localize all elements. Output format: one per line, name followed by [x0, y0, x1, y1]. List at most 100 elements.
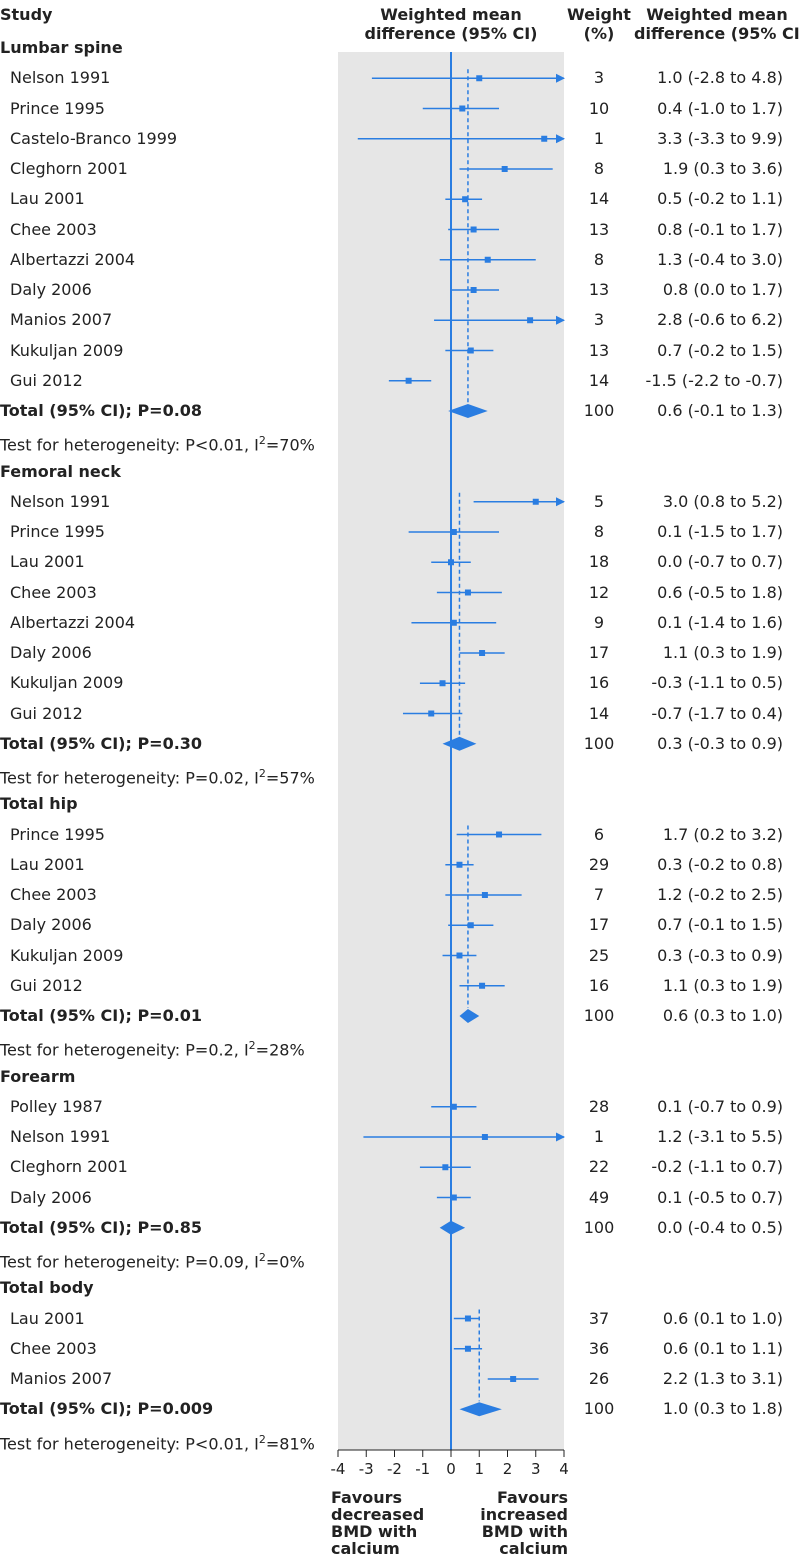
- study-label: Lau 2001: [10, 1308, 85, 1328]
- weight-value: 16: [588, 673, 610, 693]
- weight-value: 1: [593, 1127, 605, 1146]
- i-squared-superscript: 2: [258, 767, 266, 780]
- ci-text: 0.3 (-0.2 to 0.8): [657, 854, 783, 874]
- x-tick-label: -4: [331, 1460, 346, 1478]
- ci-text: 1.3 (-0.4 to 3.0): [657, 249, 783, 269]
- ci-text: 0.4 (-1.0 to 1.7): [657, 98, 783, 118]
- weight-value: 49: [588, 1187, 610, 1207]
- point-estimate: [481, 1134, 488, 1140]
- weight-value: 6: [593, 824, 605, 844]
- point-estimate: [456, 861, 463, 868]
- pooled-diamond: [459, 1402, 502, 1417]
- ci-text: 0.7 (-0.2 to 1.5): [657, 340, 783, 360]
- ci-arrow: [556, 315, 565, 325]
- point-estimate: [450, 1103, 457, 1110]
- ci-text: -0.7 (-1.7 to 0.4): [651, 703, 783, 723]
- point-estimate: [481, 892, 488, 898]
- study-label: Gui 2012: [10, 370, 83, 390]
- x-tick-label: 1: [474, 1460, 484, 1478]
- header-est-line1: Weighted mean: [646, 5, 788, 24]
- total-label: Total (95% CI); P=0.08: [0, 401, 203, 420]
- study-label: Castelo-Branco 1999: [10, 128, 178, 148]
- point-estimate: [467, 347, 474, 354]
- i-squared-superscript: 2: [258, 1251, 266, 1264]
- ci-arrow: [556, 1132, 565, 1142]
- study-label: Albertazzi 2004: [10, 612, 136, 632]
- point-estimate: [405, 377, 412, 384]
- weight-value: 17: [588, 643, 610, 662]
- x-tick-label: 3: [531, 1460, 541, 1478]
- study-label: Daly 2006: [10, 280, 92, 299]
- ci-text: 0.6 (0.3 to 1.0): [662, 1006, 783, 1025]
- point-estimate: [479, 982, 486, 989]
- ci-text: -0.3 (-1.1 to 0.5): [651, 673, 783, 693]
- footer-right-line: Favours: [496, 1488, 568, 1507]
- ci-text: 0.6 (-0.5 to 1.8): [657, 582, 783, 602]
- ci-text: 1.2 (-3.1 to 5.5): [657, 1127, 783, 1146]
- header-weight-line2: (%): [583, 24, 615, 43]
- point-estimate: [479, 650, 486, 656]
- footer-right-line: BMD with: [481, 1522, 568, 1541]
- ci-text: 0.6 (-0.1 to 1.3): [657, 401, 783, 420]
- point-estimate: [450, 619, 457, 626]
- x-tick-label: -3: [359, 1460, 374, 1478]
- ci-text: 1.9 (0.3 to 3.6): [662, 159, 783, 178]
- weight-value: 16: [588, 975, 610, 995]
- point-estimate: [459, 105, 466, 112]
- ci-text: 1.1 (0.3 to 1.9): [662, 643, 783, 662]
- footer-right: Favours increased BMD with calcium: [480, 1489, 568, 1557]
- header-study: Study: [0, 5, 52, 24]
- weight-value: 18: [588, 552, 610, 572]
- study-label: Nelson 1991: [10, 1127, 111, 1146]
- weight-value: 25: [588, 945, 610, 965]
- point-estimate: [501, 166, 508, 172]
- study-label: Prince 1995: [10, 824, 105, 844]
- study-label: Daly 2006: [10, 1187, 92, 1207]
- ci-arrow: [556, 134, 565, 144]
- study-label: Nelson 1991: [10, 68, 111, 88]
- weight-value: 3: [593, 68, 605, 88]
- point-estimate: [541, 135, 548, 142]
- ci-text: 0.7 (-0.1 to 1.5): [657, 915, 783, 935]
- weight-value: 9: [593, 612, 605, 632]
- weight-value: 14: [588, 703, 610, 723]
- weight-value: 3: [593, 310, 605, 330]
- point-estimate: [450, 529, 457, 535]
- study-label: Manios 2007: [10, 310, 113, 330]
- weight-value: 1: [593, 128, 605, 148]
- point-estimate: [462, 196, 469, 203]
- ci-text: 0.1 (-1.4 to 1.6): [657, 612, 783, 632]
- header-study-label: Study: [0, 5, 53, 24]
- group-heading: Femoral neck: [0, 461, 121, 481]
- pooled-diamond: [448, 404, 488, 418]
- ci-text: 1.0 (0.3 to 1.8): [662, 1399, 783, 1419]
- point-estimate: [467, 922, 474, 929]
- heterogeneity-test: Test for heterogeneity: P=0.2, I2=28%: [0, 1039, 305, 1060]
- ci-text: 1.7 (0.2 to 3.2): [662, 824, 783, 844]
- study-label: Polley 1987: [10, 1096, 103, 1116]
- pooled-diamond: [439, 1220, 466, 1235]
- ci-text: 3.3 (-3.3 to 9.9): [657, 128, 783, 148]
- point-estimate: [532, 498, 539, 505]
- point-estimate: [510, 1376, 517, 1382]
- ci-text: 0.1 (-0.7 to 0.9): [657, 1096, 783, 1116]
- weight-value: 13: [588, 219, 610, 239]
- study-label: Lau 2001: [10, 552, 85, 572]
- weight-value: 100: [583, 1006, 615, 1025]
- total-label: Total (95% CI); P=0.009: [0, 1399, 214, 1419]
- study-label: Gui 2012: [10, 703, 83, 723]
- ci-text: -1.5 (-2.2 to -0.7): [645, 370, 783, 390]
- point-estimate: [428, 710, 435, 717]
- header-est-line2: difference (95% CI): [634, 24, 800, 43]
- weight-value: 13: [588, 280, 610, 299]
- point-estimate: [470, 287, 477, 293]
- i-squared-superscript: 2: [258, 434, 266, 448]
- study-label: Nelson 1991: [10, 491, 111, 511]
- x-tick-label: 0: [446, 1460, 456, 1478]
- header-estimate: Weighted mean difference (95% CI): [634, 5, 800, 43]
- ci-text: 2.2 (1.3 to 3.1): [662, 1369, 783, 1388]
- study-label: Albertazzi 2004: [10, 249, 136, 269]
- weight-value: 8: [593, 249, 605, 269]
- weight-value: 100: [583, 1399, 615, 1419]
